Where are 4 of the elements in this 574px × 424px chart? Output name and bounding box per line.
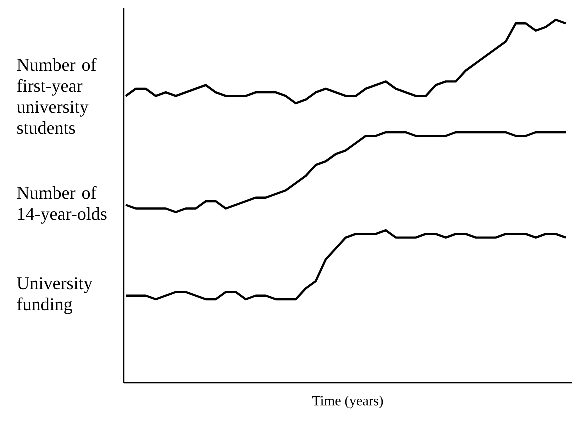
series-label: Number of first-year university students: [17, 58, 97, 134]
series-label: University funding: [17, 277, 93, 314]
series-label: Number of 14-year-olds: [17, 186, 107, 224]
x-axis-title: Time (years): [312, 396, 384, 409]
